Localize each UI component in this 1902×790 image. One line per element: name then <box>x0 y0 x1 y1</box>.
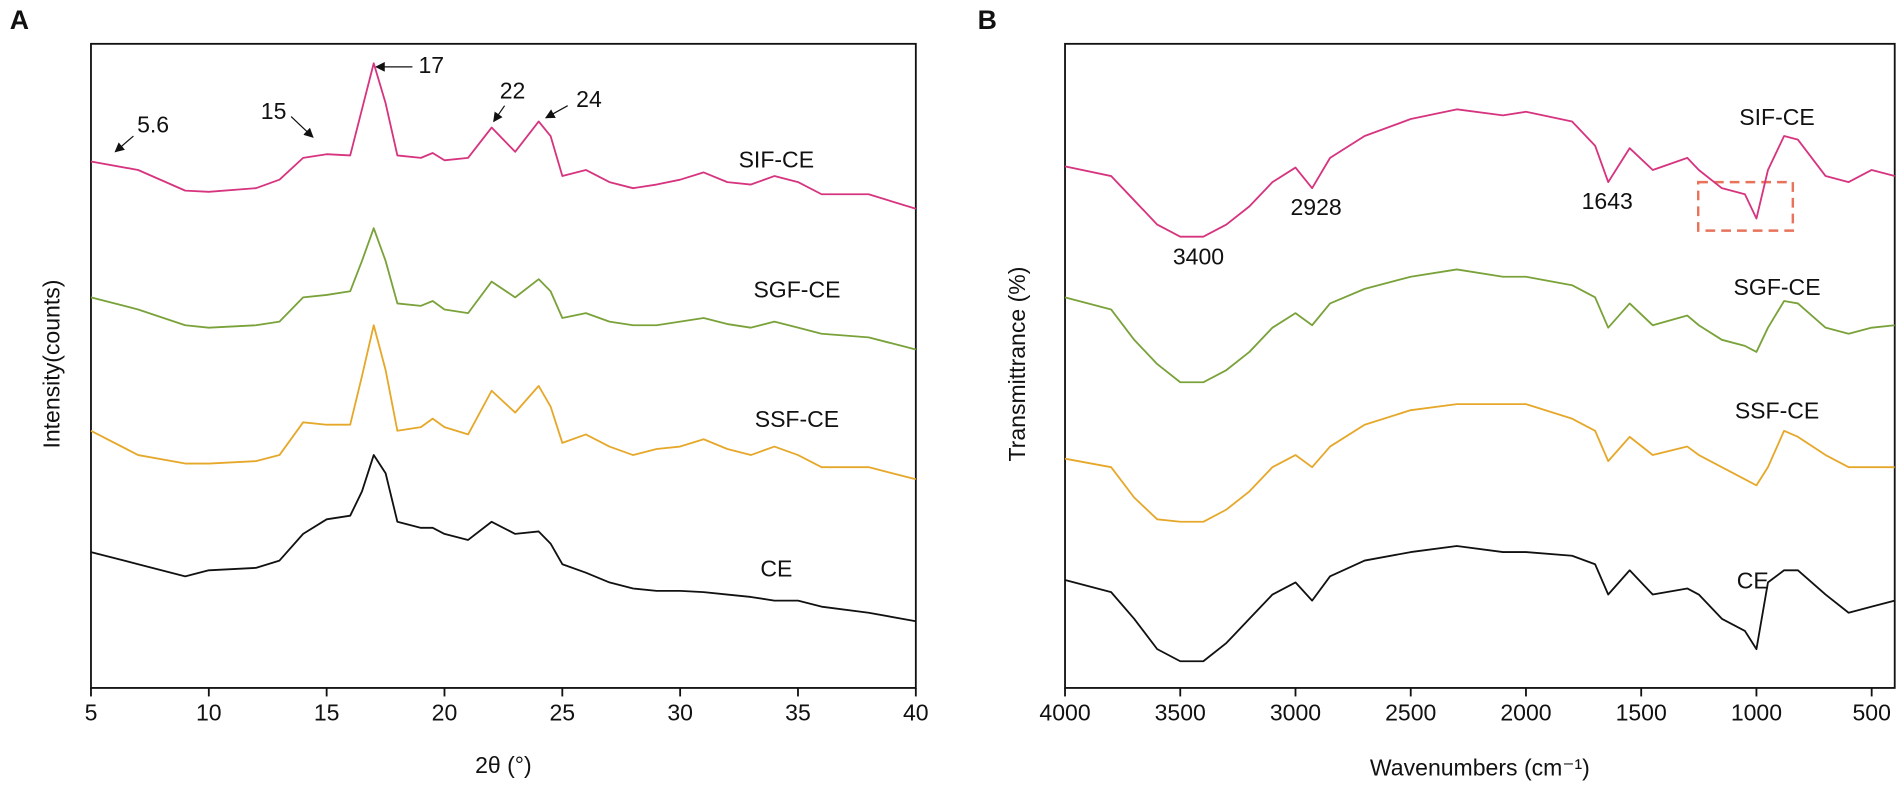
x-tick-label: 15 <box>314 700 340 726</box>
series-label: SIF-CE <box>739 147 815 173</box>
annotation: 1643 <box>1582 188 1633 214</box>
y-axis-title: Intensity(counts) <box>38 280 64 449</box>
series-line <box>90 227 917 351</box>
series-line <box>90 454 916 623</box>
series-label: SSF-CE <box>755 406 839 432</box>
x-tick-label: 2000 <box>1500 700 1551 726</box>
annotation: 22 <box>500 77 526 103</box>
series-line <box>90 324 917 481</box>
arrow <box>290 116 314 138</box>
series-label: SGF-CE <box>753 276 840 302</box>
annotation: 17 <box>418 52 444 78</box>
series-label: SSF-CE <box>1735 398 1819 424</box>
x-tick-label: 5 <box>85 700 98 726</box>
x-axis-title: 2θ (°) <box>475 752 532 778</box>
x-tick-label: 25 <box>550 700 576 726</box>
series-label: CE <box>760 555 792 581</box>
series-label: SIF-CE <box>1739 104 1814 130</box>
x-axis-title: Wavenumbers (cm⁻¹) <box>1370 754 1590 780</box>
series-line <box>1064 268 1895 384</box>
annotation: 5.6 <box>137 111 169 137</box>
x-tick-label: 3000 <box>1270 700 1321 726</box>
x-tick-label: 1500 <box>1616 700 1667 726</box>
series-line <box>1064 403 1895 523</box>
x-tick-label: 10 <box>196 700 222 726</box>
marks: 5 10 15 20 25 30 35 40 4000 3500 3000 2500 2000 1500 1… <box>85 62 1895 726</box>
series-line <box>1064 545 1895 663</box>
x-tick-label: 1000 <box>1731 700 1782 726</box>
x-tick-label: 35 <box>785 700 811 726</box>
series-label: CE <box>1737 568 1769 594</box>
series-line <box>90 62 917 210</box>
annotation: 2928 <box>1290 194 1341 220</box>
panel-letter: B <box>978 5 997 35</box>
plot-frame <box>1064 42 1896 689</box>
x-tick-label: 500 <box>1852 700 1890 726</box>
arrow <box>114 135 134 153</box>
x-tick-label: 4000 <box>1039 700 1090 726</box>
annotation: 3400 <box>1173 244 1224 270</box>
x-tick-label: 30 <box>667 700 693 726</box>
x-tick-label: 20 <box>432 700 458 726</box>
highlight-box <box>1697 180 1795 232</box>
plot-frame <box>90 42 917 689</box>
x-tick-label: 2500 <box>1385 700 1436 726</box>
panel-letter: A <box>10 5 29 35</box>
y-axis-title: Transmittrance (%) <box>1004 267 1030 462</box>
x-tick-label: 3500 <box>1155 700 1206 726</box>
x-tick-label: 40 <box>903 700 929 726</box>
arrow <box>493 105 506 123</box>
arrow <box>545 105 568 119</box>
annotation: 15 <box>261 98 287 124</box>
series-line <box>1064 108 1895 238</box>
annotation: 24 <box>576 86 602 112</box>
series-label: SGF-CE <box>1734 274 1821 300</box>
